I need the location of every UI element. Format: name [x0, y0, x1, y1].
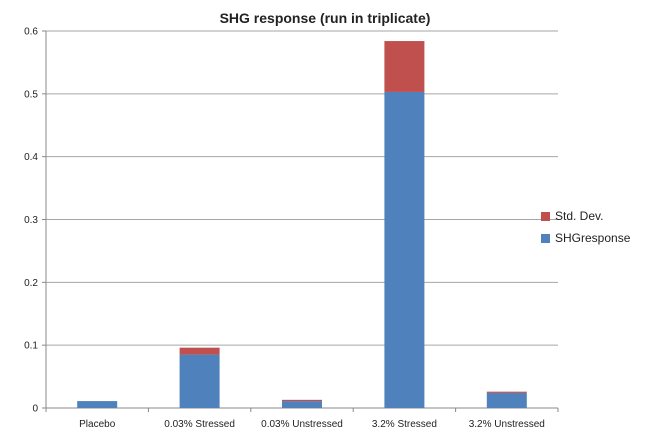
legend-item-std-dev: Std. Dev. — [541, 205, 630, 227]
x-tick-label: 0.03% Stressed — [164, 419, 235, 430]
legend-label-std-dev: Std. Dev. — [555, 209, 604, 223]
y-tick-label: 0.3 — [24, 215, 38, 226]
y-tick-label: 0.2 — [24, 278, 38, 289]
bar-shgresponse — [179, 354, 220, 408]
y-tick-label: 0.1 — [24, 341, 38, 352]
y-tick-label: 0.5 — [24, 89, 38, 100]
y-tick-label: 0.6 — [24, 27, 38, 38]
bar-std-dev- — [384, 41, 425, 92]
legend-swatch-std-dev — [541, 211, 550, 221]
legend-item-shgresponse: SHGresponse — [541, 227, 630, 249]
bar-shgresponse — [486, 392, 527, 408]
bar-std-dev- — [282, 399, 322, 402]
legend-label-shgresponse: SHGresponse — [555, 231, 631, 245]
y-tick-label: 0.4 — [24, 152, 38, 163]
chart-title: SHG response (run in triplicate) — [219, 10, 431, 26]
y-tick-label: 0 — [32, 404, 38, 415]
bar-shgresponse — [384, 91, 425, 408]
legend: Std. Dev. SHGresponse — [541, 205, 630, 249]
x-tick-label: 3.2% Unstressed — [469, 419, 545, 430]
x-tick-label: 0.03% Unstressed — [261, 419, 343, 430]
bar-shgresponse — [77, 401, 118, 408]
x-tick-label: Placebo — [79, 419, 116, 430]
x-tick-label: 3.2% Stressed — [372, 419, 437, 430]
bar-shgresponse — [282, 401, 322, 408]
bar-std-dev- — [179, 347, 220, 355]
bar-std-dev- — [486, 391, 527, 393]
legend-swatch-shgresponse — [541, 233, 550, 243]
